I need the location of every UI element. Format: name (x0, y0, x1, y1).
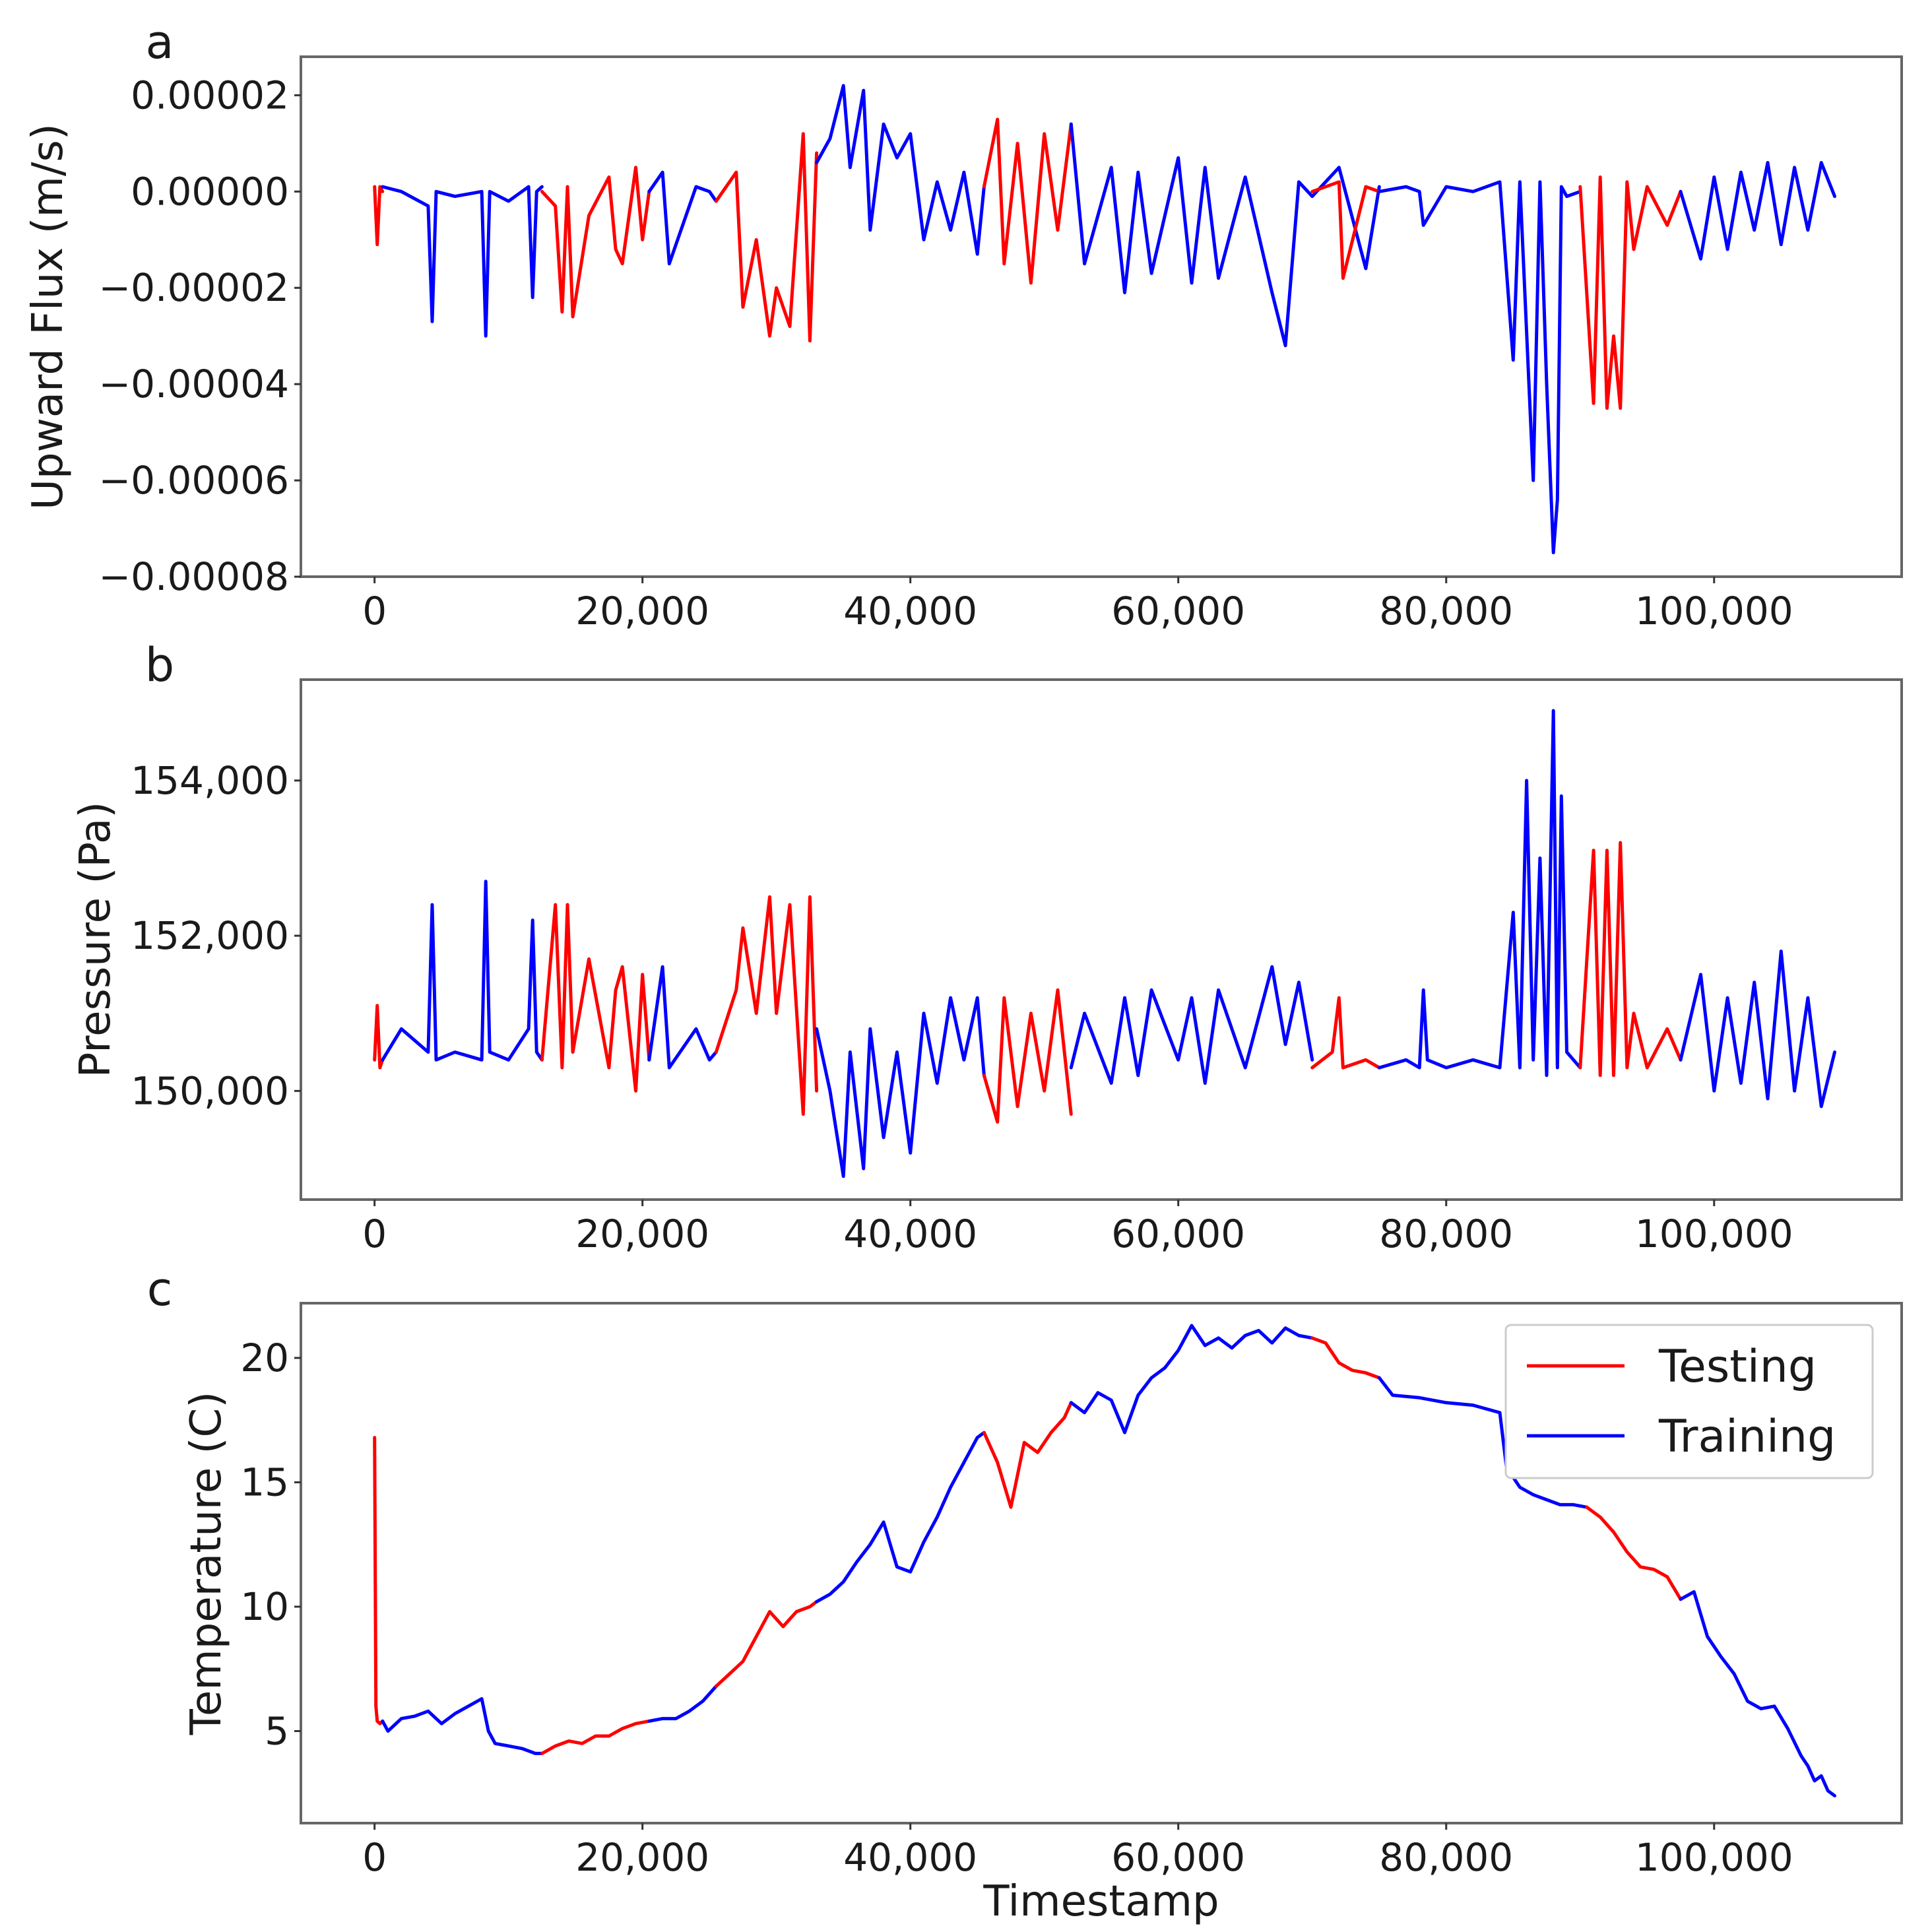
x-tick-label: 60,000 (1111, 1835, 1245, 1880)
series-line-training-11 (1679, 950, 1836, 1109)
y-tick-label: 152,000 (131, 913, 289, 958)
series-line-testing-2 (540, 166, 651, 319)
y-tick-label: 20 (240, 1336, 289, 1380)
y-tick-label: 154,000 (131, 758, 289, 803)
series-line-training-7 (1069, 965, 1314, 1085)
series-line-testing-4 (714, 132, 819, 342)
series-line-testing-6 (982, 1401, 1073, 1509)
series-line-testing-9 (1310, 180, 1381, 280)
series-line-testing-0 (373, 1436, 385, 1725)
series-line-training-7 (1069, 1324, 1314, 1434)
legend: Testing Training (1504, 1324, 1874, 1479)
y-axis-title: Upward Flux (m/s) (24, 123, 73, 510)
series-line-testing-2 (540, 1719, 651, 1755)
legend-label-training: Training (1658, 1411, 1836, 1463)
series-line-training-3 (647, 965, 718, 1070)
y-tick-label: −0.00008 (99, 554, 289, 599)
series-line-training-5 (815, 996, 986, 1178)
series-line-training-5 (815, 84, 986, 256)
y-tick-label: −0.00004 (99, 362, 289, 406)
series-line-testing-0 (373, 185, 385, 247)
y-tick-label: −0.00002 (99, 265, 289, 310)
series-line-testing-4 (714, 1599, 819, 1689)
x-tick-label: 20,000 (575, 1211, 709, 1256)
series-line-training-1 (381, 185, 544, 338)
x-tick-label: 100,000 (1635, 1835, 1793, 1880)
series-line-training-8 (1310, 166, 1381, 271)
panel-letter: c (147, 1262, 173, 1316)
series-line-testing-10 (1585, 1505, 1683, 1601)
y-tick-label: 0.00000 (131, 169, 289, 214)
x-tick-label: 80,000 (1379, 1835, 1513, 1880)
chart-panel-a: 0 20,000 40,000 60,000 80,000 100,000 0.00002 0… (24, 15, 1903, 633)
series-line-testing-6 (982, 117, 1073, 285)
series-line-training-1 (381, 1697, 544, 1755)
series-line-training-3 (647, 170, 718, 266)
y-tick-label: 150,000 (131, 1068, 289, 1113)
series-lines (373, 709, 1836, 1178)
legend-label-testing: Testing (1658, 1341, 1817, 1393)
series-line-testing-4 (714, 895, 819, 1116)
series-line-testing-2 (540, 903, 651, 1093)
plot-frame (300, 678, 1903, 1201)
y-tick-label: 15 (240, 1460, 289, 1504)
chart-panel-c: 0 20,000 40,000 60,000 80,000 100,0002015105T… (147, 1262, 1903, 1926)
x-tick-label: 100,000 (1635, 589, 1793, 633)
series-line-training-9 (1377, 709, 1582, 1078)
x-tick-label: 40,000 (843, 1211, 977, 1256)
series-line-testing-8 (1310, 996, 1381, 1070)
x-tick-label: 20,000 (575, 589, 709, 633)
x-tick-label: 0 (362, 1211, 387, 1256)
x-tick-label: 40,000 (843, 1835, 977, 1880)
y-axis-title: Temperature (C) (182, 1392, 231, 1735)
y-axis-title: Pressure (Pa) (71, 802, 120, 1078)
series-line-testing-11 (1578, 175, 1683, 410)
series-line-training-3 (647, 1685, 718, 1723)
x-tick-label: 80,000 (1379, 589, 1513, 633)
series-line-testing-6 (982, 988, 1073, 1124)
series-line-training-10 (1377, 180, 1582, 554)
series-line-testing-0 (373, 1004, 385, 1070)
x-tick-label: 40,000 (843, 589, 977, 633)
series-line-training-7 (1069, 122, 1314, 348)
x-tick-label: 0 (362, 589, 387, 633)
series-line-testing-10 (1578, 841, 1683, 1078)
series-lines (373, 1324, 1836, 1797)
plot-frame (300, 55, 1903, 578)
series-line-training-1 (381, 880, 544, 1062)
x-tick-label: 60,000 (1111, 1211, 1245, 1256)
legend-box (1504, 1324, 1874, 1479)
series-line-training-5 (815, 1431, 986, 1603)
x-axis-title: Timestamp (982, 1877, 1219, 1926)
y-tick-label: 0.00002 (131, 73, 289, 117)
series-line-testing-8 (1310, 1336, 1381, 1380)
plot-frame (300, 1302, 1903, 1824)
series-lines (373, 84, 1836, 554)
x-tick-label: 0 (362, 1835, 387, 1880)
x-tick-label: 20,000 (575, 1835, 709, 1880)
y-tick-label: 5 (265, 1708, 289, 1753)
panel-letter: b (145, 638, 174, 692)
series-line-training-11 (1679, 1590, 1836, 1797)
x-tick-label: 60,000 (1111, 589, 1245, 633)
x-tick-label: 80,000 (1379, 1211, 1513, 1256)
x-tick-label: 100,000 (1635, 1211, 1793, 1256)
chart-panel-b: 0 20,000 40,000 60,000 80,000 100,000 154,000 1… (71, 638, 1903, 1256)
series-line-training-12 (1679, 161, 1836, 261)
y-tick-label: −0.00006 (99, 458, 289, 503)
panel-letter: a (146, 15, 174, 69)
y-tick-label: 10 (240, 1584, 289, 1629)
